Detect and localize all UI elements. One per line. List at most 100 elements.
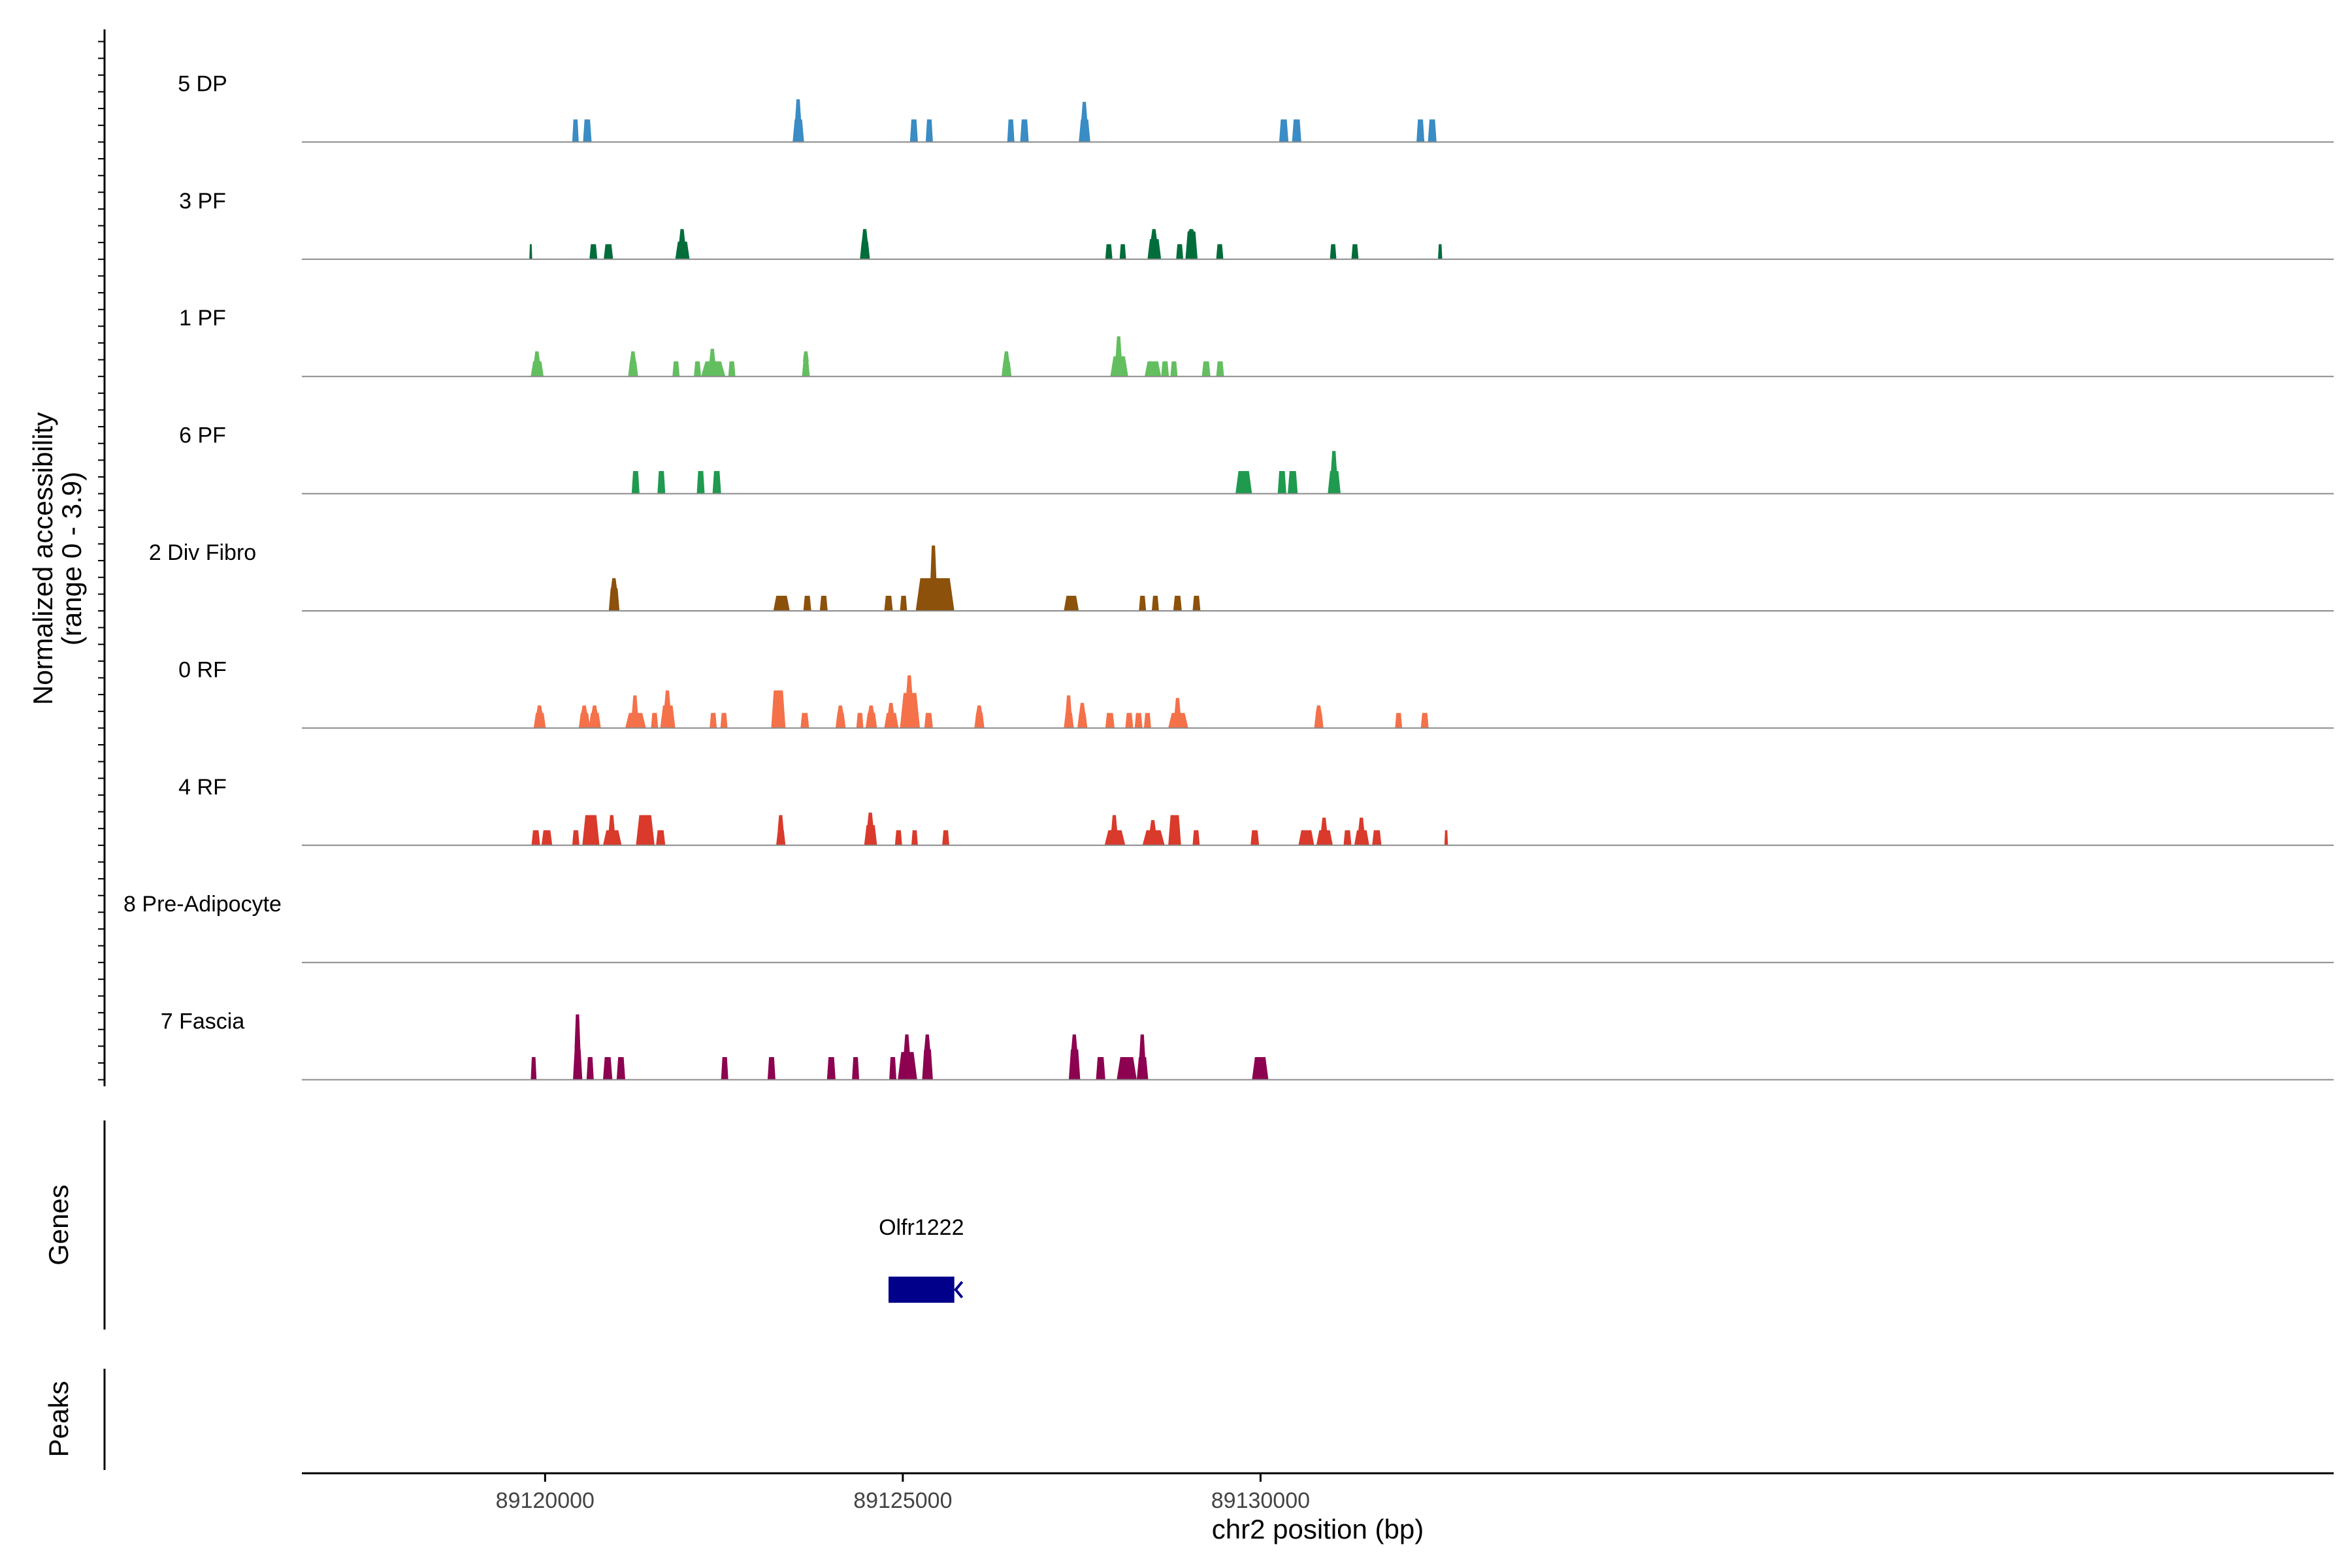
- peak: [803, 595, 811, 611]
- peak: [603, 815, 622, 845]
- peak: [1176, 244, 1184, 259]
- peak: [636, 815, 655, 845]
- gene-label: Olfr1222: [879, 1215, 964, 1240]
- peak: [589, 244, 598, 259]
- peak: [1316, 817, 1333, 845]
- x-tick-label: 89120000: [496, 1488, 595, 1513]
- gene-annotations: Olfr1222: [879, 1215, 964, 1303]
- track-7-fascia: 7 Fascia: [161, 1009, 2334, 1081]
- peak: [1096, 1057, 1105, 1080]
- peak: [531, 1057, 537, 1080]
- peak: [1143, 713, 1151, 728]
- peak: [586, 1057, 594, 1080]
- x-tick-label: 89130000: [1211, 1488, 1310, 1513]
- peak: [1279, 119, 1289, 142]
- track-5-dp: 5 DP: [178, 71, 2334, 143]
- peak: [533, 705, 546, 728]
- track-1-pf: 1 PF: [179, 306, 2334, 378]
- peak: [900, 595, 907, 611]
- peak: [672, 361, 680, 377]
- peak: [1020, 119, 1029, 142]
- coverage-tracks: 5 DP 3 PF 1 PF 6 PF 2 Div Fibro 0 RF 4 RF 8 Pre…: [123, 71, 2334, 1081]
- y-axis-title-line2: (range 0 - 3.9): [56, 472, 87, 645]
- peak: [578, 705, 591, 728]
- peak: [792, 99, 804, 142]
- peak: [1145, 361, 1162, 377]
- track-label: 7 Fascia: [161, 1009, 245, 1034]
- peak: [1192, 830, 1200, 845]
- peak: [1110, 336, 1128, 377]
- peak: [1438, 244, 1443, 259]
- track-label: 8 Pre-Adipocyte: [123, 892, 282, 917]
- peak: [573, 1014, 583, 1080]
- track-label: 0 RF: [178, 657, 227, 682]
- peak: [1235, 471, 1252, 494]
- peak: [922, 1034, 933, 1080]
- peak: [889, 1057, 896, 1080]
- peak: [974, 705, 985, 728]
- peak: [1277, 471, 1286, 494]
- peak: [894, 830, 902, 845]
- track-4-rf: 4 RF: [178, 775, 2334, 846]
- peak: [675, 229, 690, 259]
- peak: [720, 713, 728, 728]
- peak: [1151, 595, 1159, 611]
- peak: [925, 119, 933, 142]
- peak: [721, 1057, 728, 1080]
- peak: [1252, 1057, 1269, 1080]
- peak: [531, 351, 544, 377]
- peak: [696, 471, 705, 494]
- peak: [1292, 119, 1301, 142]
- peak: [660, 690, 676, 728]
- peak: [529, 244, 532, 259]
- peak: [1136, 1034, 1149, 1080]
- peak: [884, 702, 899, 728]
- peak: [898, 1034, 917, 1080]
- peak: [1216, 361, 1224, 377]
- peak: [657, 471, 666, 494]
- peak: [651, 713, 659, 728]
- peak: [1216, 244, 1224, 259]
- peak: [608, 578, 620, 611]
- peak: [884, 595, 893, 611]
- peak: [589, 705, 601, 728]
- peak: [1161, 361, 1169, 377]
- peak: [572, 119, 579, 142]
- peak: [826, 1057, 836, 1080]
- peak: [616, 1057, 625, 1080]
- peak: [1330, 244, 1337, 259]
- peak: [767, 1057, 776, 1080]
- track-0-rf: 0 RF: [178, 657, 2334, 729]
- peak: [701, 348, 726, 377]
- peak: [771, 690, 786, 728]
- peak: [864, 812, 877, 845]
- peak: [628, 351, 638, 377]
- peak: [1104, 815, 1126, 845]
- peak: [1147, 229, 1162, 259]
- peak: [1139, 595, 1147, 611]
- track-3-pf: 3 PF: [179, 189, 2334, 260]
- peak: [603, 1057, 613, 1080]
- peak: [656, 830, 666, 845]
- peak: [1201, 361, 1211, 377]
- peak: [1077, 702, 1088, 728]
- peak: [531, 830, 540, 845]
- peak: [942, 830, 949, 845]
- peak: [860, 229, 870, 259]
- peak: [1117, 1057, 1137, 1080]
- track-label: 5 DP: [178, 71, 227, 96]
- peak: [712, 471, 721, 494]
- peak: [1250, 830, 1260, 845]
- peak: [773, 595, 790, 611]
- peak: [1168, 698, 1188, 728]
- peak: [1002, 351, 1012, 377]
- peak: [1416, 119, 1425, 142]
- peak: [1119, 244, 1126, 259]
- x-axis-title: chr2 position (bp): [1212, 1514, 1424, 1544]
- peak: [1142, 820, 1165, 845]
- peak: [1064, 595, 1079, 611]
- peak: [1372, 830, 1382, 845]
- peak: [1134, 713, 1143, 728]
- peak: [1105, 713, 1115, 728]
